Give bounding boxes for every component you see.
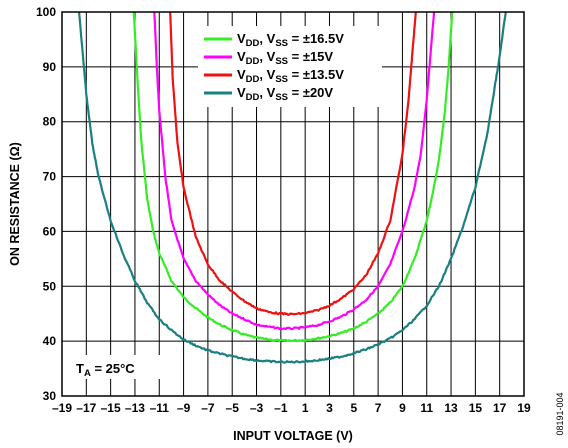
x-tick-label: 11 <box>420 401 433 415</box>
x-tick-label: 19 <box>517 401 531 415</box>
legend-label-series-3-sub1: DD <box>246 74 260 85</box>
series-line-2 <box>153 12 436 331</box>
legend-label-series-4-sub1: DD <box>246 92 260 103</box>
x-tick-label: –19 <box>52 401 72 415</box>
legend-label-series-4-sep: , <box>259 85 266 100</box>
x-tick-label: 13 <box>444 401 458 415</box>
y-tick-labels: 30 40 50 60 70 80 90 100 <box>36 5 56 403</box>
legend-label-series-1-sub1: DD <box>246 38 260 49</box>
legend-label-series-3-sub2: SS <box>275 74 288 85</box>
legend-label-series-3: VDD, VSS = ±13.5V <box>237 67 344 85</box>
annotation-main: T <box>76 361 84 376</box>
figure-id: 08191-004 <box>555 392 565 435</box>
legend-label-series-2: VDD, VSS = ±15V <box>237 49 333 67</box>
legend-label-series-1-sub2: SS <box>275 38 288 49</box>
legend-label-series-3-v1: V <box>237 67 246 82</box>
legend-label-series-4: VDD, VSS = ±20V <box>237 85 333 103</box>
legend-swatches <box>204 37 232 95</box>
x-tick-label: 7 <box>375 401 382 415</box>
y-tick-label: 30 <box>43 389 57 403</box>
x-tick-label: –7 <box>201 401 215 415</box>
x-tick-label: 9 <box>399 401 406 415</box>
x-axis-title: INPUT VOLTAGE (V) <box>233 429 353 443</box>
x-tick-label: 1 <box>302 401 309 415</box>
y-tick-label: 90 <box>43 60 57 74</box>
legend-label-series-4-sub2: SS <box>275 92 288 103</box>
legend-label-series-1-value: = ±16.5V <box>288 31 344 46</box>
x-tick-label: –13 <box>125 401 145 415</box>
y-tick-label: 50 <box>43 279 57 293</box>
x-tick-labels: –19 –17 –15 –13 –11 –9 –7 –5 –3 –1 1 3 5 7 9 11 13 15 17 19 <box>52 401 531 415</box>
x-tick-label: –17 <box>76 401 96 415</box>
legend-label-series-2-value: = ±15V <box>288 49 333 64</box>
legend-label-series-2-sub1: DD <box>246 56 260 67</box>
legend: VDD, VSS = ±16.5V VDD, VSS = ±15V VDD, V… <box>198 26 382 107</box>
annotation-sub: A <box>84 368 91 379</box>
x-tick-label: –11 <box>150 401 170 415</box>
legend-label-series-2-sep: , <box>259 49 266 64</box>
temperature-annotation: TA = 25°C <box>70 355 163 379</box>
y-tick-label: 60 <box>43 224 57 238</box>
legend-label-series-3-sep: , <box>259 67 266 82</box>
legend-label-series-1: VDD, VSS = ±16.5V <box>237 31 344 49</box>
x-tick-label: –15 <box>101 401 121 415</box>
x-tick-label: 17 <box>493 401 507 415</box>
legend-label-series-4-v1: V <box>237 85 246 100</box>
y-axis-title: ON RESISTANCE (Ω) <box>8 142 22 266</box>
legend-label-series-2-sub2: SS <box>275 56 288 67</box>
y-tick-label: 100 <box>36 5 56 19</box>
legend-label-series-2-v2: V <box>267 49 276 64</box>
y-tick-label: 40 <box>43 334 57 348</box>
x-tick-label: –9 <box>177 401 191 415</box>
legend-label-series-3-v2: V <box>267 67 276 82</box>
x-tick-label: –1 <box>274 401 288 415</box>
y-tick-label: 80 <box>43 115 57 129</box>
series-line-4 <box>77 12 507 364</box>
data-curves <box>77 12 507 364</box>
x-tick-label: 3 <box>326 401 333 415</box>
legend-label-series-2-v1: V <box>237 49 246 64</box>
series-line-1 <box>132 12 454 343</box>
legend-label-series-1-sep: , <box>259 31 266 46</box>
x-tick-label: –3 <box>250 401 264 415</box>
annotation-background <box>70 355 163 379</box>
x-tick-label: 5 <box>350 401 357 415</box>
legend-label-series-4-v2: V <box>267 85 276 100</box>
annotation-tail: = 25°C <box>91 361 135 376</box>
x-tick-label: 15 <box>469 401 483 415</box>
legend-label-series-4-value: = ±20V <box>288 85 333 100</box>
plot-frame <box>61 11 525 397</box>
y-tick-label: 70 <box>43 170 57 184</box>
series-line-3 <box>169 12 417 316</box>
annotation-text: TA = 25°C <box>76 361 135 379</box>
legend-label-series-3-value: = ±13.5V <box>288 67 344 82</box>
legend-label-series-1-v2: V <box>267 31 276 46</box>
x-tick-label: –5 <box>226 401 240 415</box>
legend-label-series-1-v1: V <box>237 31 246 46</box>
